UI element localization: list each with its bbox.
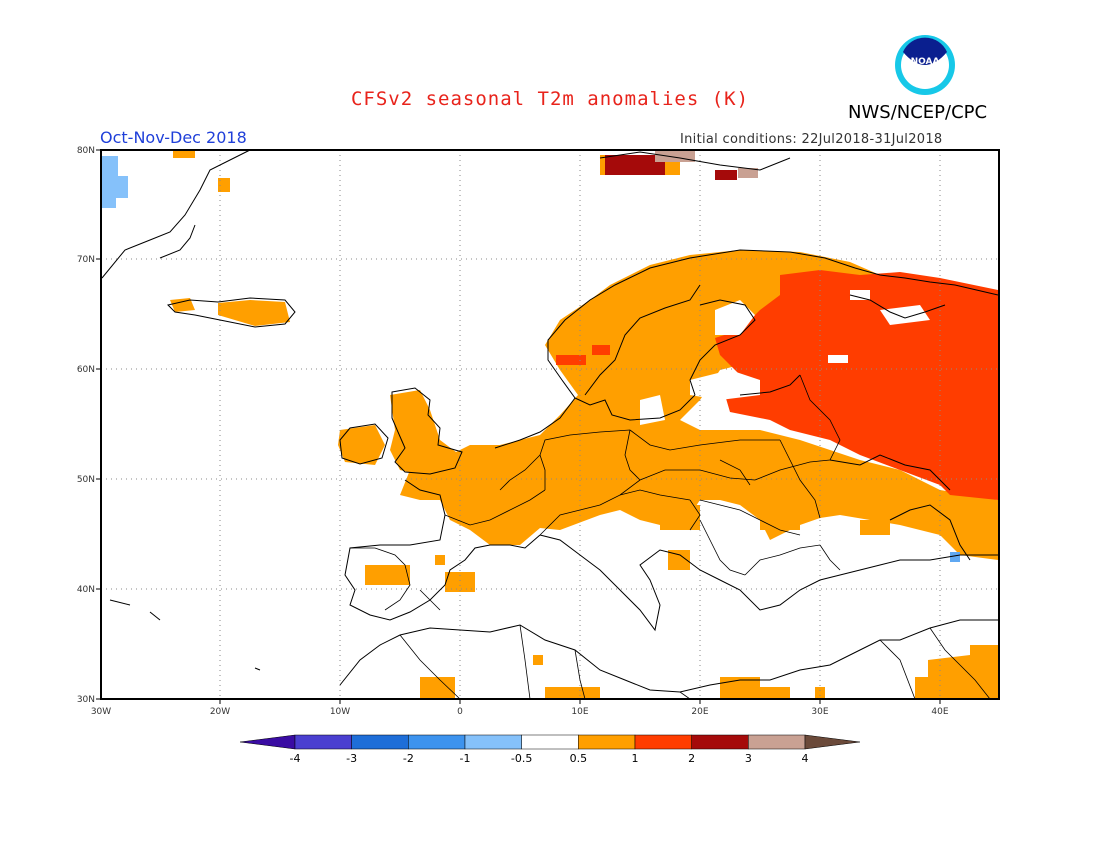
legend-swatch [521,734,579,750]
country-borders [350,374,991,700]
lon-tick-30w: 30W [91,707,111,717]
lon-tick-0: 0 [457,707,463,717]
legend-label: -0.5 [511,752,532,765]
legend-label: 3 [745,752,752,765]
lon-tick-20e: 20E [691,707,708,717]
season-label: Oct-Nov-Dec 2018 [100,128,247,147]
anomaly-shading [102,150,998,699]
noaa-logo: NOAA [895,35,955,95]
lat-tick-80n: 80N [77,146,95,156]
lon-tick-10e: 10E [571,707,588,717]
legend-swatch [464,734,522,750]
noaa-logo-text: NOAA [911,57,940,67]
legend-arrow-right [804,734,861,750]
lat-tick-30n: 30N [77,695,95,705]
lat-tick-40n: 40N [77,585,95,595]
legend-label: 2 [688,752,695,765]
legend-swatch [748,734,806,750]
legend-label: 4 [802,752,809,765]
legend-swatch [294,734,352,750]
lon-tick-20w: 20W [210,707,230,717]
lon-tick-marks [219,699,941,704]
legend-swatch [351,734,409,750]
lon-tick-10w: 10W [330,707,350,717]
legend-label: 0.5 [570,752,588,765]
color-legend: -4 -3 -2 -1 -0.5 0.5 1 2 3 4 [239,734,861,765]
legend-label: -3 [346,752,357,765]
lat-tick-70n: 70N [77,255,95,265]
lat-tick-50n: 50N [77,475,95,485]
agency-label: NWS/NCEP/CPC [848,102,988,123]
legend-label: -2 [403,752,414,765]
legend-label: -1 [460,752,471,765]
legend-swatch [691,734,749,750]
map-title: CFSv2 seasonal T2m anomalies (K) [350,88,750,110]
legend-label: 1 [632,752,639,765]
legend-arrow-left [239,734,296,750]
longitude-ticks: 30W 20W 10W 0 10E 20E 30E 40E [91,707,949,717]
legend-swatch [634,734,692,750]
legend-swatch [408,734,466,750]
map-frame [100,149,1000,700]
initial-conditions-label: Initial conditions: 22Jul2018-31Jul2018 [680,132,943,147]
lon-tick-30e: 30E [811,707,828,717]
lat-tick-marks [96,149,101,700]
legend-label: -4 [290,752,301,765]
legend-swatch [578,734,636,750]
latitude-ticks: 30N 40N 50N 60N 70N 80N [77,146,95,705]
lat-tick-60n: 60N [77,365,95,375]
lon-tick-40e: 40E [931,707,948,717]
